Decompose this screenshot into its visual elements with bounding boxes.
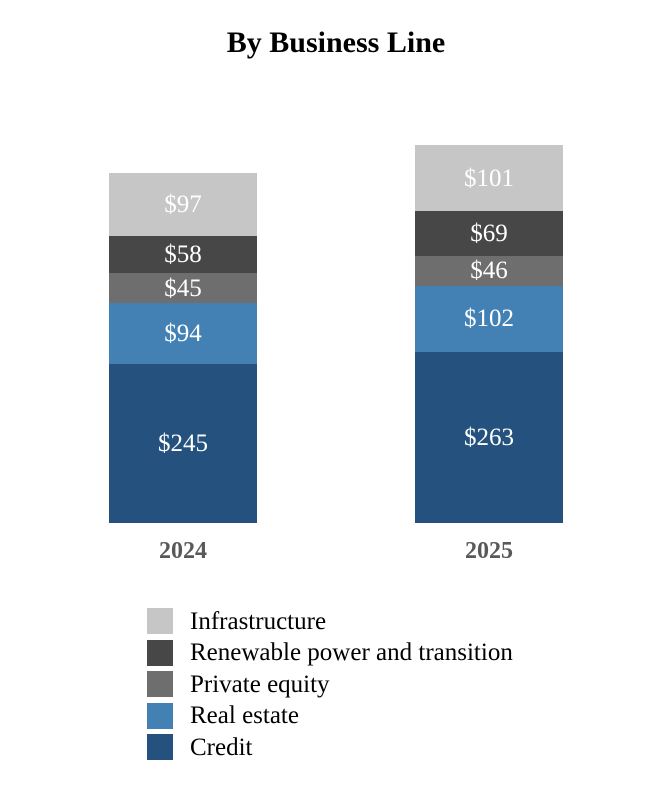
bar-segment: $45 [109,273,257,303]
chart-legend: Infrastructure Renewable power and transi… [147,608,513,766]
bar-segment: $46 [415,255,563,286]
bar-value-label: $263 [464,423,514,451]
legend-swatch [147,608,173,634]
legend-item: Credit [147,734,513,760]
bar-value-label: $58 [164,241,202,269]
bar-value-label: $94 [164,319,202,347]
bar-value-label: $101 [464,164,514,192]
bar-segment: $94 [109,302,257,364]
legend-label: Real estate [190,702,299,729]
legend-label: Credit [190,733,253,761]
legend-item: Infrastructure [147,608,513,634]
bar-value-label: $45 [164,274,202,302]
bar-segment: $69 [415,210,563,256]
bar-segment: $101 [415,145,563,211]
legend-item: Private equity [147,671,513,697]
stacked-bar-2025: $101 $69 $46 $102 $263 [415,145,563,523]
x-axis-label: 2024 [159,538,207,564]
legend-swatch [147,734,173,760]
bar-segment: $102 [415,285,563,353]
bar-segment: $58 [109,235,257,274]
legend-swatch [147,639,173,666]
legend-swatch [147,671,173,697]
legend-item: Real estate [147,702,513,729]
bar-value-label: $46 [470,257,508,285]
bar-segment: $245 [109,363,257,523]
chart-title: By Business Line [226,26,446,59]
legend-item: Renewable power and transition [147,639,513,666]
bar-segment: $263 [415,352,563,523]
bar-value-label: $97 [164,190,202,218]
legend-label: Renewable power and transition [190,639,513,666]
legend-label: Private equity [190,670,330,698]
legend-label: Infrastructure [190,607,327,635]
bar-segment: $97 [109,172,257,236]
bar-value-label: $69 [470,219,508,247]
legend-swatch [147,702,173,729]
bar-value-label: $245 [158,429,208,457]
bar-value-label: $102 [464,305,514,333]
stacked-bar-2024: $97 $58 $45 $94 $245 [109,172,257,523]
x-axis-label: 2025 [465,538,513,564]
